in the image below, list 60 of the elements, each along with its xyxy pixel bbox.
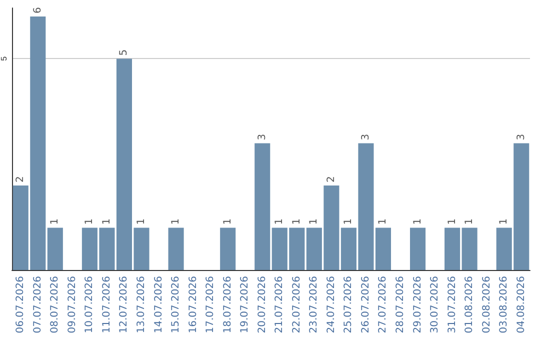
x-tick-label: 06.07.2026: [15, 276, 26, 334]
bar: [254, 143, 270, 270]
data-label: 1: [170, 218, 182, 225]
data-label: 3: [256, 134, 268, 140]
x-tick-label: 29.07.2026: [412, 276, 424, 334]
data-label: 1: [101, 218, 112, 225]
data-label: 1: [412, 218, 424, 225]
x-tick-label: 28.07.2026: [395, 276, 406, 334]
x-tick-label: 04.08.2026: [516, 276, 527, 334]
data-label: 1: [274, 218, 286, 225]
x-tick-label: 21.07.2026: [274, 276, 286, 334]
data-label: 1: [464, 218, 476, 225]
x-tick-label: 16.07.2026: [188, 276, 199, 334]
data-label: 1: [308, 218, 320, 225]
x-tick-label: 20.07.2026: [256, 276, 268, 334]
x-tick-label: 02.08.2026: [481, 276, 492, 334]
x-tick-label: 18.07.2026: [222, 276, 234, 334]
x-tick-label: 01.08.2026: [464, 276, 476, 334]
data-label: 2: [15, 176, 26, 182]
data-label: 1: [498, 218, 510, 225]
x-tick-label: 19.07.2026: [240, 276, 251, 334]
x-tick-label: 07.07.2026: [32, 276, 44, 334]
x-tick-label: 15.07.2026: [170, 276, 182, 334]
bar: [220, 228, 236, 270]
x-tick-label: 12.07.2026: [118, 276, 130, 334]
bar: [410, 228, 426, 270]
data-label: 1: [378, 218, 389, 225]
x-tick-label: 09.07.2026: [66, 276, 78, 334]
data-label: 3: [360, 134, 372, 140]
x-tick-label: 25.07.2026: [343, 276, 354, 334]
bar: [168, 228, 184, 270]
data-label: 5: [118, 49, 130, 56]
x-tick-label: 11.07.2026: [101, 276, 112, 334]
x-tick-label: 26.07.2026: [360, 276, 372, 334]
x-tick-label: 08.07.2026: [50, 276, 61, 334]
x-tick-label: 13.07.2026: [136, 276, 147, 334]
x-tick-label: 17.07.2026: [205, 276, 216, 334]
data-label: 3: [516, 134, 527, 140]
data-label: 1: [84, 218, 96, 225]
data-label: 1: [343, 218, 354, 225]
x-tick-label: 23.07.2026: [308, 276, 320, 334]
x-tick-label: 10.07.2026: [84, 276, 96, 334]
x-tick-label: 27.07.2026: [378, 276, 389, 334]
bar: [375, 228, 392, 270]
bar: [462, 228, 478, 270]
data-label: 1: [222, 218, 234, 225]
data-label: 2: [326, 176, 337, 182]
data-label: 6: [32, 7, 44, 14]
x-tick-label: 14.07.2026: [153, 276, 164, 334]
x-tick-label: 24.07.2026: [326, 276, 337, 334]
x-tick-label: 22.07.2026: [291, 276, 302, 334]
x-tick-label: 31.07.2026: [446, 276, 458, 334]
bar: [444, 228, 460, 270]
data-label: 1: [291, 218, 302, 225]
data-label: 1: [50, 218, 61, 225]
data-label: 1: [446, 218, 458, 225]
bar: [47, 228, 63, 270]
data-label: 1: [136, 218, 147, 225]
x-tick-label: 30.07.2026: [430, 276, 441, 334]
x-tick-label: 03.08.2026: [498, 276, 510, 334]
